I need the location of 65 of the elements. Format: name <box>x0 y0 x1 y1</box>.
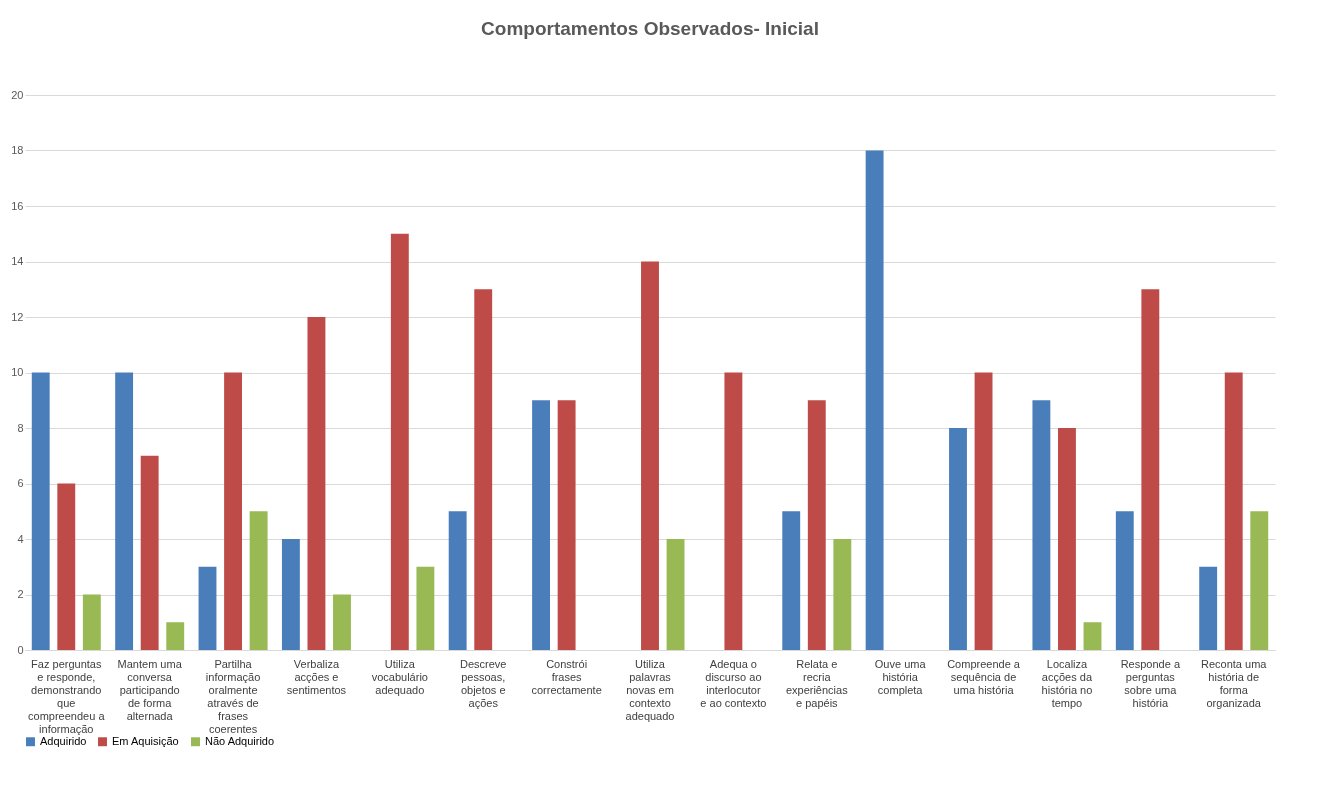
x-tick-label: Adequa o discurso ao interlocutor e ao contexto <box>700 657 767 709</box>
bar <box>833 539 852 650</box>
bar <box>865 150 884 650</box>
y-tick-label: 20 <box>11 88 24 101</box>
bar <box>1224 372 1243 650</box>
legend-label: Adquirido <box>40 734 87 747</box>
bar <box>1058 428 1076 650</box>
bar <box>307 317 326 650</box>
bar <box>416 566 435 650</box>
y-tick-label: 10 <box>11 366 24 378</box>
y-tick-label: 8 <box>17 421 24 434</box>
bar <box>666 539 685 650</box>
x-tick-label: Partilha informação oralmente através de frases coerentes <box>205 657 261 735</box>
bar <box>532 400 550 650</box>
x-tick-label: Ouve uma história completa <box>874 657 927 696</box>
x-tick-label: Verbaliza acções e sentimentos <box>286 657 347 696</box>
x-tick-label: Localiza acções da história no tempo <box>1041 657 1093 709</box>
x-tick-label: Faz perguntas e responde, demonstrando que compreendeu a informação <box>28 657 106 735</box>
x-tick-label: Descreve pessoas, objetos e ações <box>459 657 507 709</box>
x-tick-label: Compreende a sequência de uma história <box>947 657 1021 696</box>
bar <box>1115 511 1134 650</box>
bar <box>224 372 242 650</box>
x-tick-label: Reconta uma história de forma organizada <box>1201 657 1268 709</box>
bar <box>31 372 50 650</box>
bar <box>448 511 467 650</box>
bar <box>641 261 659 650</box>
bar <box>140 455 159 650</box>
bar <box>281 539 300 650</box>
y-tick-label: 2 <box>17 588 24 600</box>
bar <box>974 372 993 650</box>
bar <box>249 511 268 650</box>
y-tick-label: 6 <box>17 477 24 489</box>
y-tick-label: 12 <box>11 310 24 323</box>
y-tick-label: 4 <box>17 532 24 545</box>
chart-title: Comportamentos Observados- Inicial <box>481 18 819 39</box>
bar <box>1032 400 1051 650</box>
y-tick-label: 16 <box>11 199 24 212</box>
bar <box>115 372 134 650</box>
bar <box>557 400 576 650</box>
bar <box>82 594 101 650</box>
bar <box>57 483 76 650</box>
y-tick-label: 14 <box>11 255 24 267</box>
bar <box>333 594 351 650</box>
x-tick-label: Relata e recria experiências e papéis <box>785 657 849 709</box>
bar <box>1141 289 1160 650</box>
bar <box>949 428 967 650</box>
bar <box>724 372 743 650</box>
y-tick-label: 0 <box>17 643 24 656</box>
x-tick-label: Mantem uma conversa participando de forma alternada <box>117 657 183 722</box>
bar <box>166 622 185 650</box>
x-tick-label: Utiliza palavras novas em contexto adequado <box>625 657 675 722</box>
bar <box>198 566 217 650</box>
bar <box>782 511 801 650</box>
bar <box>807 400 826 650</box>
legend-label: Não Adquirido <box>205 734 275 747</box>
y-tick-label: 18 <box>11 144 24 156</box>
x-tick-label: Responde a perguntas sobre uma história <box>1120 657 1181 709</box>
legend-label: Em Aquisição <box>112 734 179 747</box>
x-tick-label: Constrói frases correctamente <box>531 657 602 696</box>
bar <box>390 233 409 650</box>
x-tick-label: Utiliza vocabulário adequado <box>371 657 428 696</box>
bar <box>1083 622 1102 650</box>
bar <box>1199 566 1218 650</box>
bar <box>474 289 493 650</box>
bar <box>1250 511 1269 650</box>
